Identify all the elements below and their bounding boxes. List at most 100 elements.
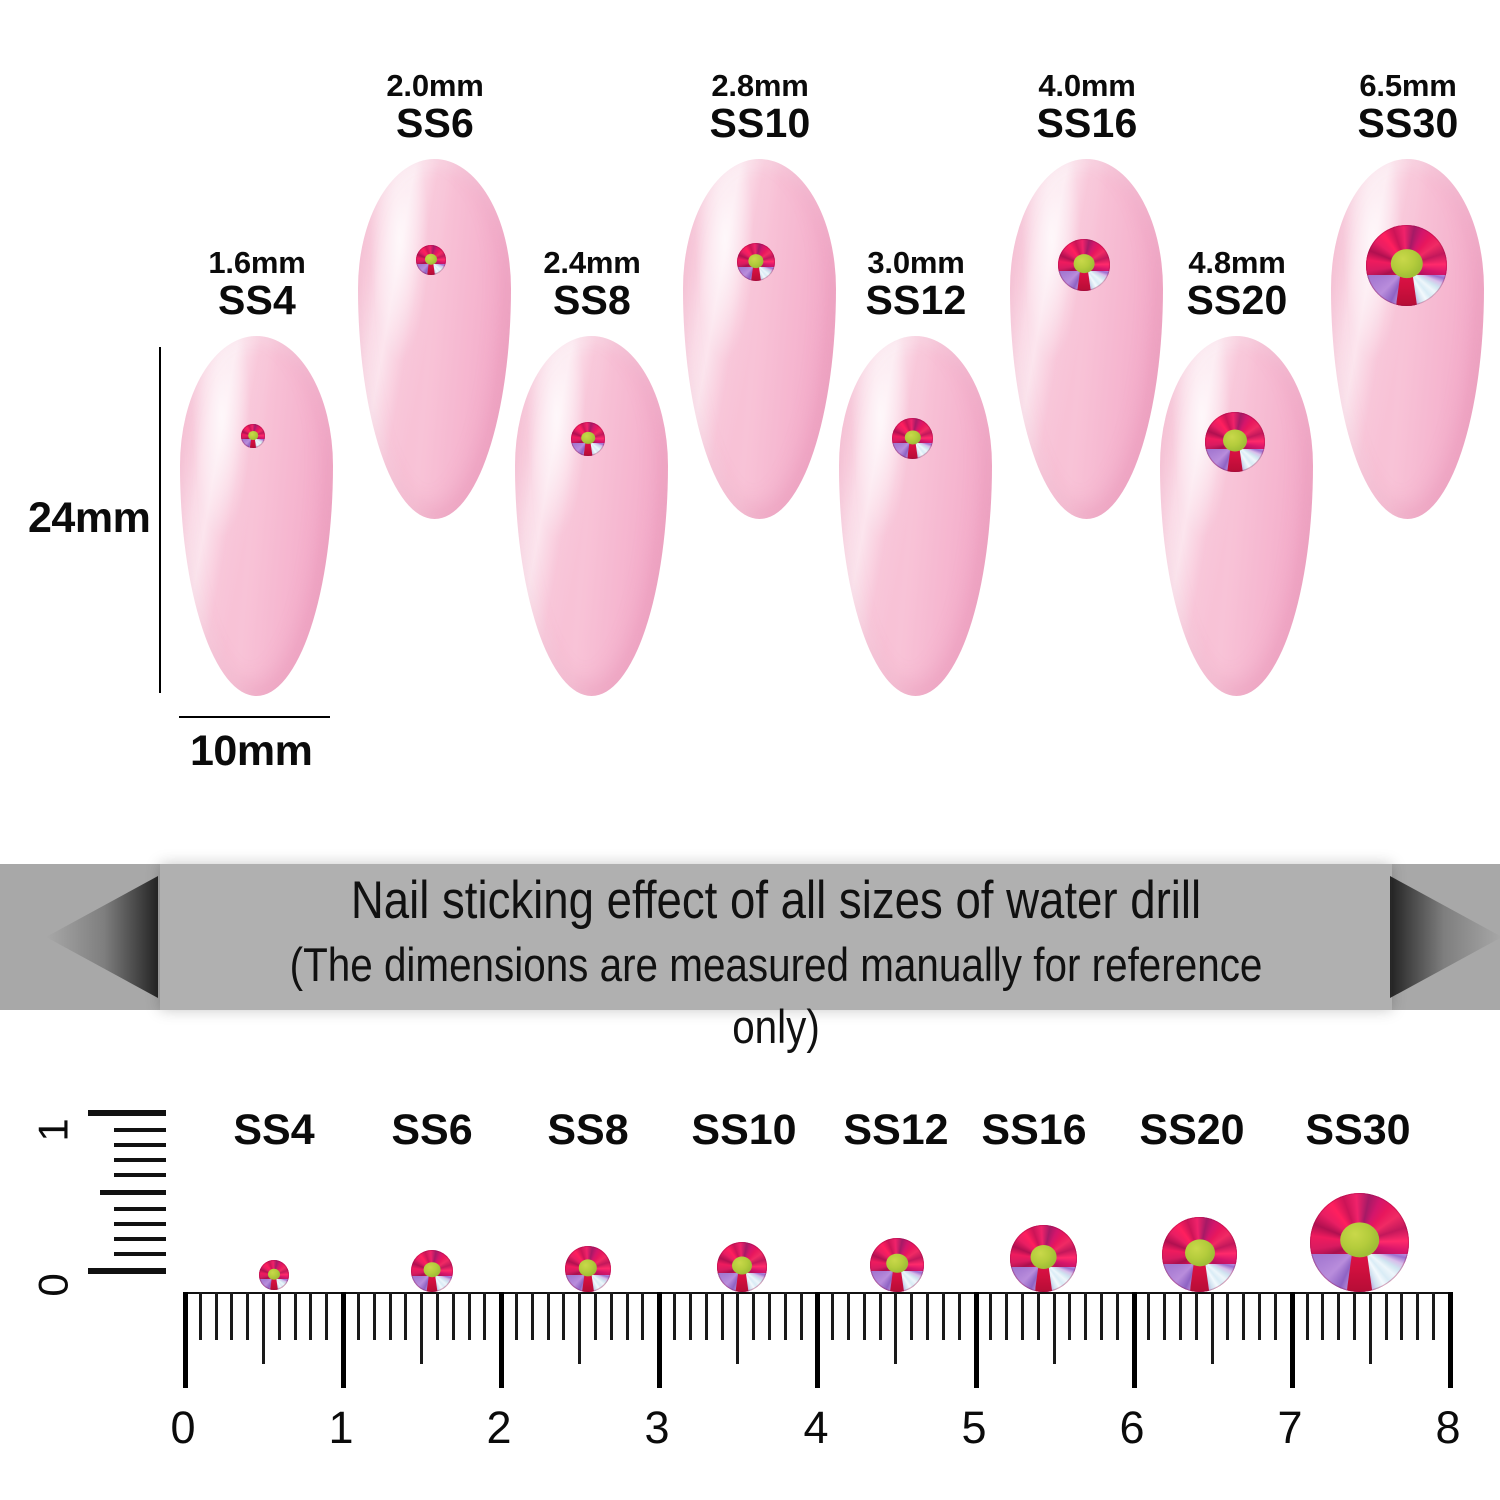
gem-center-wedge [270,1273,278,1290]
vruler-tick-minor [114,1173,166,1177]
banner: Nail sticking effect of all sizes of wat… [0,864,1500,1053]
ruler-tick-minor [1084,1292,1088,1340]
ruler-tick-minor [1321,1292,1325,1340]
ruler-tick-minor [847,1292,851,1340]
width-measure-line [179,716,330,718]
ruler-tick-minor [752,1292,756,1340]
gem-rim [1162,1217,1237,1292]
ruler-tick-minor [704,1292,708,1340]
gem-rim [241,424,265,448]
ruler-tick-minor [767,1292,771,1340]
ruler-tick-minor [1005,1292,1009,1340]
banner-subtitle: (The dimensions are measured manually fo… [289,938,1263,1053]
gem-table [1073,254,1095,273]
ruler-tick-minor [1226,1292,1230,1340]
ruler-tick-minor [467,1292,471,1340]
ruler-number-5: 5 [961,1402,987,1453]
ruler-tick-minor [1384,1292,1388,1340]
gem-center-wedge [751,259,761,281]
ruler-tick-minor [799,1292,803,1340]
ruler-tick-minor [720,1292,724,1340]
nail-mm-ss4: 1.6mm [208,245,306,280]
ruler-rhinestone-ss4 [259,1260,289,1290]
ruler-tick-minor [783,1292,787,1340]
gem-table [1030,1244,1057,1269]
vruler-tick-minor [114,1158,166,1162]
ruler-panel: 1 0 SS4 SS6 SS8 SS10 SS12 SS16 SS20 SS30 [0,1010,1500,1500]
ruler-caption-ss12: SS12 [843,1106,949,1154]
ruler-tick-minor [1273,1292,1277,1340]
ruler-tick-minor [641,1292,645,1340]
nail-mm-ss6: 2.0mm [386,68,484,103]
ruler-tick-mid [1368,1292,1372,1364]
ruler-tick-minor [594,1292,598,1340]
ruler-tick-minor [957,1292,961,1340]
nail-label-ss30: 6.5mm SS30 [1288,69,1500,145]
gem-center-wedge [582,1266,594,1292]
ruler-tick-minor [609,1292,613,1340]
ruler-tick-minor [1431,1292,1435,1340]
nail-mm-ss12: 3.0mm [867,245,965,280]
vertical-ruler-label-top: 1 [29,1118,77,1142]
ruler-tick-minor [1147,1292,1151,1340]
nail-mm-ss16: 4.0mm [1038,68,1136,103]
gem-rim [416,245,446,275]
ruler-tick-minor [1099,1292,1103,1340]
vruler-tick-minor [114,1207,166,1211]
nail-label-ss8: 2.4mm SS8 [472,246,712,322]
ruler-tick-mid [894,1292,898,1364]
gem-table [732,1256,752,1275]
width-measure-label: 10mm [190,727,313,775]
ruler-tick-minor [1337,1292,1341,1340]
ruler-tick-major [973,1292,979,1388]
rhinestone-ss6 [416,245,446,275]
right-arrow-lower [1390,937,1500,998]
height-measure-label: 24mm [28,494,151,542]
ruler-tick-major [1447,1292,1453,1388]
gem-rim [565,1246,611,1292]
ruler-tick-minor [230,1292,234,1340]
ruler-tick-mid [1210,1292,1214,1364]
ruler-tick-minor [246,1292,250,1340]
ruler-tick-minor [372,1292,376,1340]
ruler-number-4: 4 [803,1402,829,1453]
ruler-tick-minor [1163,1292,1167,1340]
nail-ss-ss16: SS16 [1036,100,1138,147]
ruler-tick-minor [625,1292,629,1340]
gem-rim [892,418,933,459]
nail-ss-ss10: SS10 [709,100,811,147]
ruler-tick-minor [1020,1292,1024,1340]
gem-table [268,1268,280,1280]
ruler-tick-major [657,1292,663,1388]
ruler-tick-minor [926,1292,930,1340]
nail-ss-ss4: SS4 [217,277,297,324]
nail-mm-ss20: 4.8mm [1188,245,1286,280]
ruler-caption-ss30: SS30 [1305,1106,1411,1154]
ruler-caption-ss16: SS16 [981,1106,1087,1154]
nail-label-ss12: 3.0mm SS12 [796,245,1036,322]
ruler-tick-major [1289,1292,1295,1388]
nail-label-ss16: 4.0mm SS16 [967,68,1207,147]
ruler-tick-mid [736,1292,740,1364]
gem-center-wedge [249,434,257,448]
ruler-tick-minor [293,1292,297,1340]
ruler-number-2: 2 [486,1402,512,1453]
ruler-tick-mid [420,1292,424,1364]
ruler-tick-minor [1194,1292,1198,1340]
gem-table [248,430,258,440]
banner-text: Nail sticking effect of all sizes of wat… [160,868,1392,1058]
ruler-tick-minor [388,1292,392,1340]
ruler-tick-minor [1416,1292,1420,1340]
rhinestone-ss20 [1205,412,1265,472]
gem-rim [717,1242,767,1292]
ruler-tick-minor [989,1292,993,1340]
ruler-rhinestone-ss16 [1010,1225,1077,1292]
vruler-tick-major [88,1268,166,1274]
ruler-caption-ss20: SS20 [1139,1106,1245,1154]
ruler-tick-minor [1115,1292,1119,1340]
rhinestone-ss30 [1366,225,1447,306]
ruler-caption-ss8: SS8 [547,1106,629,1154]
gem-center-wedge [907,436,918,459]
ruler-tick-minor [325,1292,329,1340]
rhinestone-ss16 [1058,239,1110,291]
